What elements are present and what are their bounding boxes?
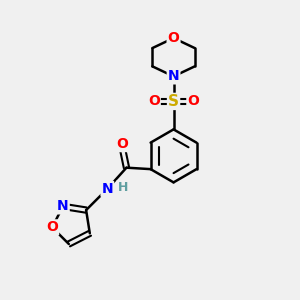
Text: S: S	[168, 94, 179, 109]
Text: O: O	[46, 220, 58, 234]
Text: O: O	[187, 94, 199, 108]
Text: H: H	[117, 181, 128, 194]
Text: N: N	[57, 200, 69, 213]
Text: N: N	[101, 182, 113, 196]
Text: N: N	[168, 69, 179, 83]
Text: O: O	[168, 31, 179, 45]
Text: O: O	[116, 137, 128, 151]
Text: O: O	[148, 94, 160, 108]
